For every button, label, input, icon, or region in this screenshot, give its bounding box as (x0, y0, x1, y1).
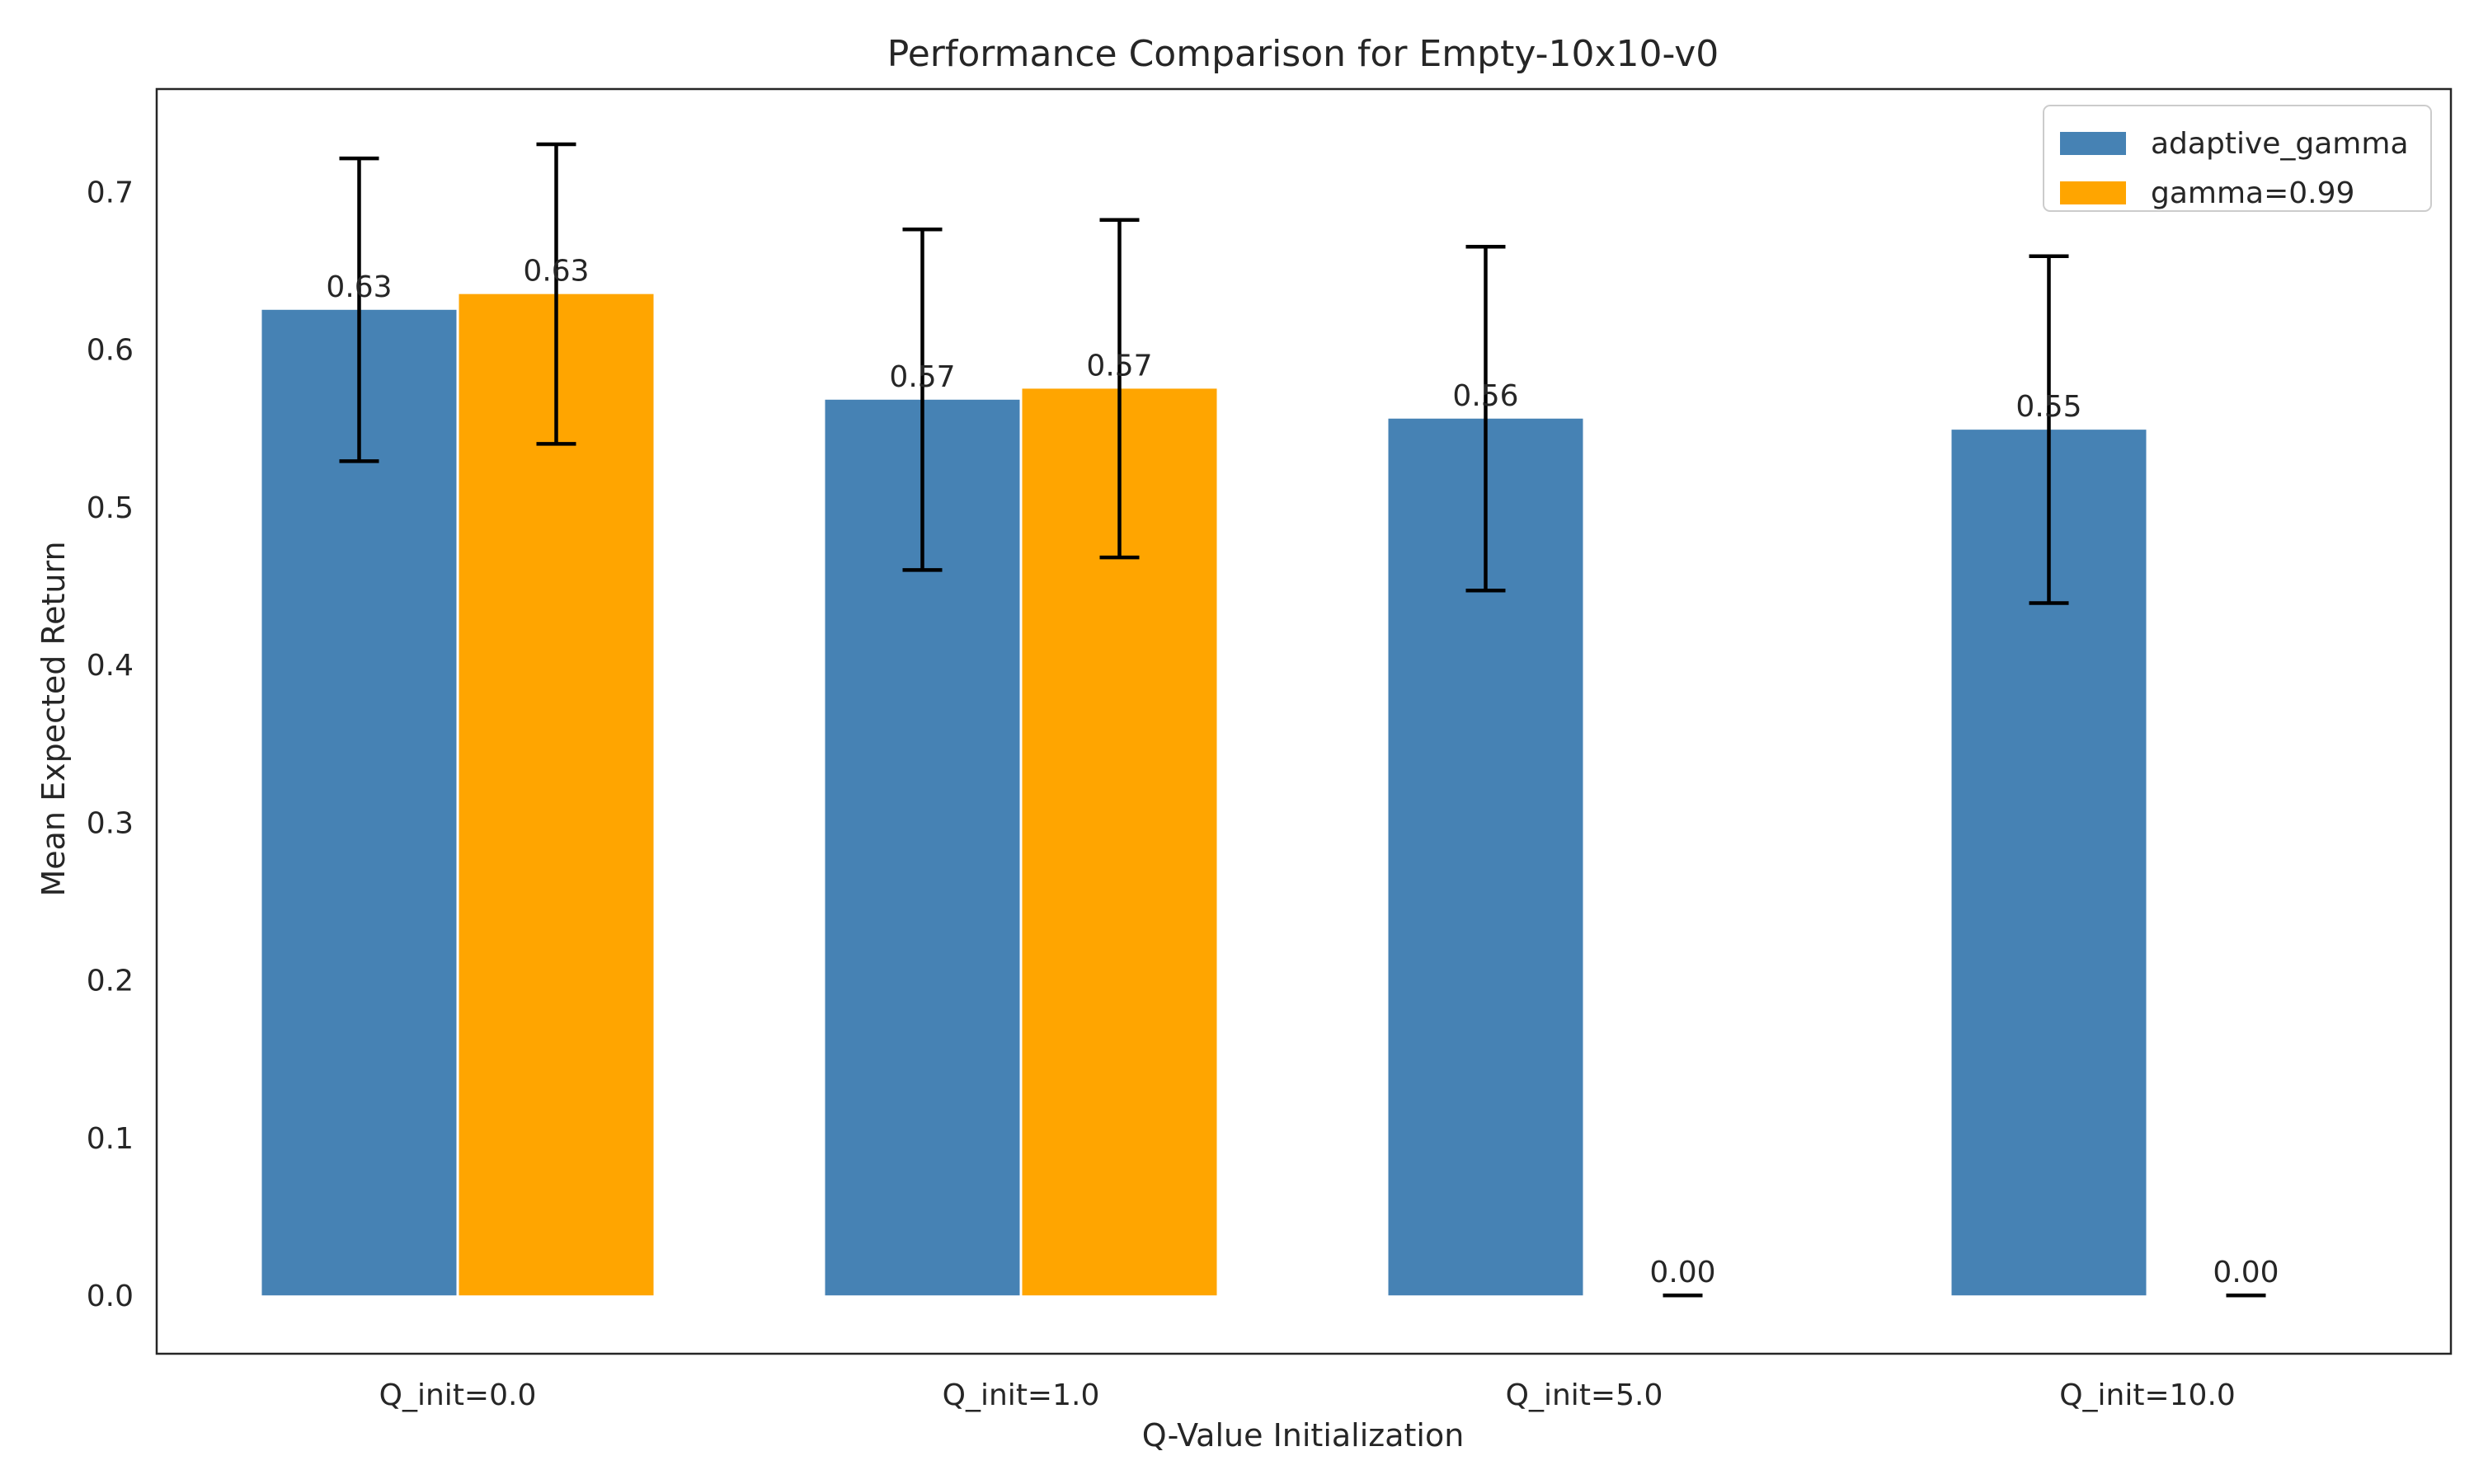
bar-value-label: 0.57 (1086, 349, 1152, 383)
legend-label: gamma=0.99 (2151, 176, 2354, 210)
plot-frame (155, 87, 2453, 1355)
y-axis-label: Mean Expected Return (35, 541, 72, 896)
y-tick-label: 0.1 (87, 1122, 134, 1156)
y-tick-label: 0.5 (87, 491, 134, 525)
error-bars (339, 142, 2266, 1298)
bar-value-label: 0.56 (1452, 379, 1518, 413)
bar-value-label: 0.63 (326, 270, 392, 304)
bar-value-label: 0.63 (523, 255, 589, 289)
error-bar (339, 156, 379, 463)
bar-value-labels: 0.63 0.57 0.56 0.55 0.63 0.57 0.00 0.00 (326, 255, 2279, 1290)
error-bar (2029, 254, 2069, 605)
x-tick-label: Q_init=5.0 (1506, 1378, 1663, 1412)
chart-title: Performance Comparison for Empty-10x10-v… (887, 33, 1719, 75)
y-tick-label: 0.7 (87, 176, 134, 209)
legend-swatch (2060, 181, 2126, 204)
x-axis-ticks: Q_init=0.0 Q_init=1.0 Q_init=5.0 Q_init=10.… (379, 1378, 2236, 1412)
bar-adaptive_gamma-0 (261, 309, 457, 1296)
legend-swatch (2060, 132, 2126, 155)
bar-value-label: 0.00 (2213, 1256, 2279, 1289)
legend: adaptive_gamma gamma=0.99 (2043, 105, 2432, 212)
bar-value-label: 0.57 (889, 360, 955, 394)
x-tick-label: Q_init=10.0 (2059, 1378, 2236, 1412)
error-bar (536, 142, 576, 446)
error-bar (1465, 245, 1506, 593)
bar-value-label: 0.55 (2015, 390, 2081, 424)
x-tick-label: Q_init=1.0 (943, 1378, 1100, 1412)
error-bar (1099, 218, 1140, 560)
x-tick-label: Q_init=0.0 (379, 1378, 537, 1412)
y-tick-label: 0.6 (87, 334, 134, 368)
y-tick-label: 0.4 (87, 649, 134, 683)
legend-box (2043, 105, 2432, 212)
legend-label: adaptive_gamma (2151, 127, 2409, 161)
x-axis-label: Q-Value Initialization (1142, 1417, 1465, 1453)
bar-gamma=0.99-0 (459, 294, 654, 1296)
y-tick-label: 0.2 (87, 965, 134, 998)
y-tick-label: 0.3 (87, 806, 134, 840)
bar-value-label: 0.00 (1649, 1256, 1715, 1289)
y-tick-label: 0.0 (87, 1280, 134, 1313)
error-bar (902, 227, 943, 572)
y-axis-ticks: 0.0 0.1 0.2 0.3 0.4 0.5 0.6 0.7 (87, 176, 134, 1313)
